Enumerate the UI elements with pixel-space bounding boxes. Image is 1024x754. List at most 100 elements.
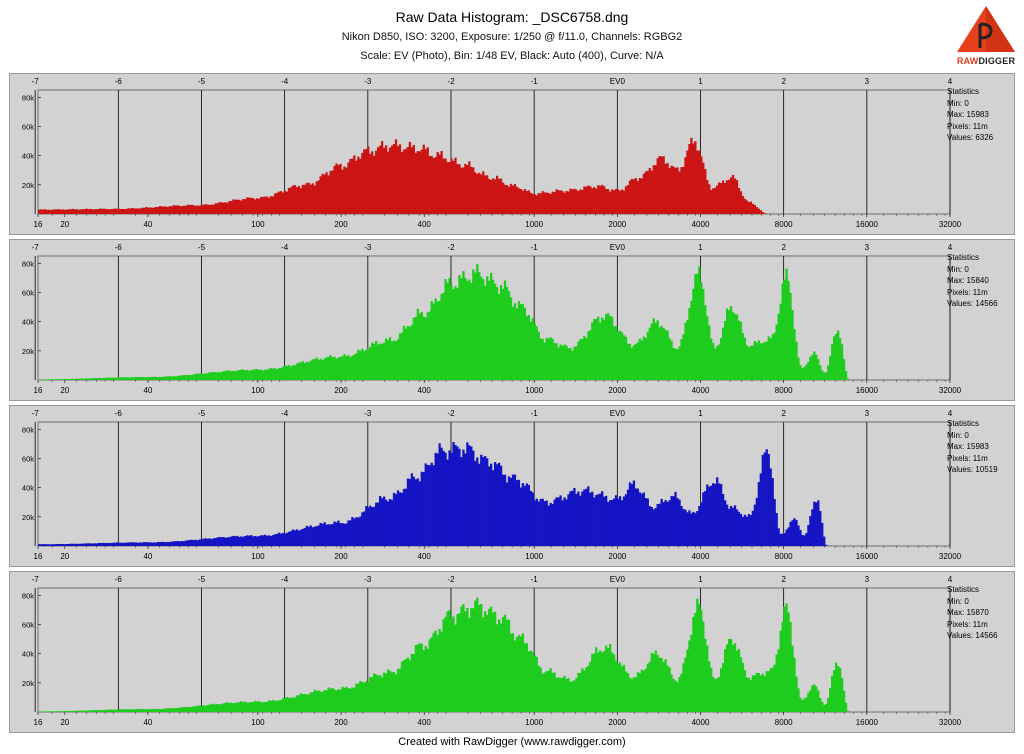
histogram-bar <box>240 701 243 712</box>
histogram-bar <box>392 144 396 214</box>
histogram-panel-g: -7 -6 -5 -4 -3 -2 -1 EV0 1 2 3 4 20k 40k 60k 80k 16 20 40 1… <box>9 239 1015 401</box>
histogram-bar <box>129 377 132 380</box>
histogram-bar <box>650 170 653 214</box>
histogram-bar <box>39 711 43 712</box>
histogram-bar <box>170 376 174 380</box>
histogram-bar <box>585 338 588 380</box>
value-tick-label: 200 <box>334 552 348 561</box>
histogram-bar <box>809 690 812 712</box>
histogram-bar <box>230 371 233 380</box>
histogram-bar <box>341 523 344 546</box>
histogram-bar <box>373 506 376 546</box>
histogram-bar <box>404 148 408 214</box>
histogram-bar <box>61 544 65 546</box>
value-tick-label: 2000 <box>608 386 626 395</box>
histogram-bar <box>821 522 824 546</box>
histogram-bar <box>618 190 622 214</box>
histogram-bar <box>194 373 197 380</box>
histogram-bar <box>793 518 796 546</box>
histogram-bar <box>394 494 398 546</box>
histogram-bar <box>295 695 299 712</box>
histogram-bar <box>345 356 348 380</box>
histogram-bar <box>248 702 251 712</box>
histogram-bar <box>640 669 643 712</box>
histogram-bar <box>680 339 683 380</box>
histogram-bar <box>226 702 229 712</box>
histogram-bar <box>220 537 223 546</box>
histogram-bar <box>55 711 59 712</box>
value-tick-label: 16000 <box>856 386 879 395</box>
histogram-bar <box>781 621 784 712</box>
histogram-bar <box>269 535 273 546</box>
histogram-bar <box>670 674 673 712</box>
histogram-bar <box>656 655 659 712</box>
histogram-bar <box>45 379 49 380</box>
histogram-bar <box>692 511 695 546</box>
histogram-bar <box>262 535 265 546</box>
histogram-bar <box>630 678 634 712</box>
histogram-bar <box>273 193 277 214</box>
histogram-bar <box>511 306 515 380</box>
histogram-bar <box>686 649 689 712</box>
histogram-bar <box>69 543 72 546</box>
value-tick-label: 8000 <box>775 386 793 395</box>
histogram-bar <box>684 157 687 214</box>
histogram-bar <box>460 167 463 214</box>
histogram-bar <box>783 533 786 546</box>
histogram-bar <box>143 542 146 546</box>
histogram-bar <box>321 523 324 546</box>
histogram-bar <box>388 147 392 214</box>
histogram-bar <box>119 709 122 712</box>
histogram-bar <box>390 145 394 214</box>
histogram-bar <box>428 155 431 214</box>
ev-tick-label: -3 <box>364 409 372 418</box>
histogram-bar <box>244 701 247 712</box>
histogram-bar <box>329 524 332 546</box>
histogram-bar <box>712 188 715 214</box>
histogram-bar <box>188 706 191 712</box>
histogram-bar <box>359 350 362 380</box>
histogram-bar <box>392 492 396 546</box>
histogram-bar <box>823 704 826 712</box>
histogram-bar <box>262 196 265 214</box>
histogram-bar <box>783 606 786 712</box>
histogram-bar <box>267 368 271 380</box>
histogram-bar <box>668 667 671 712</box>
histogram-bar <box>236 199 239 214</box>
histogram-bar <box>835 662 838 712</box>
histogram-bar <box>672 678 675 712</box>
histogram-bar <box>741 333 745 380</box>
histogram-bar <box>313 358 316 380</box>
histogram-bar <box>176 708 180 712</box>
histogram-bar <box>260 369 263 380</box>
ev-tick-label: EV0 <box>610 575 626 584</box>
stats-box-g2: Statistics Min: 0 Max: 15870 Pixels: 11m… <box>947 584 998 642</box>
histogram-bar <box>380 343 384 380</box>
histogram-bar <box>819 697 822 712</box>
histogram-bar <box>771 667 774 712</box>
histogram-bar <box>83 378 86 380</box>
histogram-bar <box>616 189 620 214</box>
histogram-bar <box>712 342 715 380</box>
histogram-bar <box>735 180 739 214</box>
histogram-bar <box>87 710 90 712</box>
histogram-bar <box>452 289 455 380</box>
histogram-bar <box>601 652 604 712</box>
stats-title: Statistics <box>947 253 980 262</box>
histogram-bar <box>335 690 338 712</box>
histogram-bar <box>246 702 249 712</box>
histogram-bar <box>160 541 164 546</box>
histogram-bar <box>607 313 610 380</box>
histogram-bar <box>121 709 124 712</box>
histogram-bar <box>412 476 415 546</box>
histogram-bar <box>137 708 140 712</box>
histogram-bar <box>95 710 98 712</box>
histogram-bar <box>561 677 564 712</box>
histogram-bar <box>166 708 170 712</box>
histogram-bar <box>836 666 840 712</box>
histogram-bar <box>311 692 314 712</box>
histogram-bar <box>833 670 836 712</box>
histogram-bar <box>152 708 156 712</box>
histogram-bar <box>188 375 191 380</box>
histogram-bar <box>787 612 790 712</box>
